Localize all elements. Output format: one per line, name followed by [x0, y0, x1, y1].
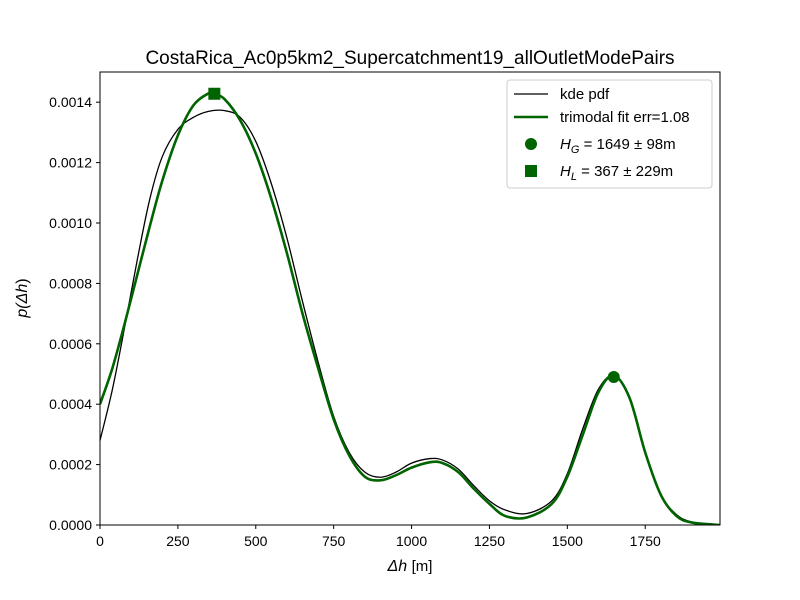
x-axis-label: Δh [m]: [387, 558, 433, 575]
y-tick-label: 0.0000: [49, 517, 92, 533]
y-tick-label: 0.0008: [49, 275, 92, 291]
legend: kde pdf trimodal fit err=1.08 HG = 1649 …: [506, 79, 713, 189]
marker-hl-square: [208, 87, 221, 100]
y-tick-label: 0.0006: [49, 336, 92, 352]
x-tick-label: 1000: [396, 533, 427, 549]
chart-title: CostaRica_Ac0p5km2_Supercatchment19_allO…: [145, 48, 674, 69]
plot-lines: [100, 90, 720, 525]
legend-marker-square: [525, 165, 537, 177]
legend-label-kde: kde pdf: [560, 86, 610, 103]
legend-label-hl: HL = 367 ± 229m: [560, 163, 673, 183]
series-line-trimodal-fit: [100, 90, 720, 525]
y-tick-label: 0.0010: [49, 215, 92, 231]
legend-marker-circle: [525, 138, 537, 150]
legend-label-fit: trimodal fit err=1.08: [560, 109, 690, 126]
marker-hg-circle: [607, 371, 620, 384]
x-tick-label: 250: [166, 533, 190, 549]
x-tick-label: 1750: [630, 533, 661, 549]
y-axis-label: p(Δh): [14, 278, 31, 318]
y-tick-label: 0.0012: [49, 155, 92, 171]
plot-markers: [208, 87, 620, 384]
y-tick-label: 0.0004: [49, 396, 92, 412]
plot-frame: [99, 71, 721, 526]
x-tick-label: 1500: [552, 533, 583, 549]
x-axis-ticks: 0 250 500 750 1000 1250 1500 1750: [96, 525, 661, 549]
legend-label-hg: HG = 1649 ± 98m: [560, 136, 676, 156]
legend-box: [506, 79, 713, 189]
y-axis-ticks: 0.0000 0.0002 0.0004 0.0006 0.0008 0.0010 0.00…: [49, 94, 100, 533]
x-tick-label: 500: [244, 533, 268, 549]
y-tick-label: 0.0002: [49, 457, 92, 473]
x-tick-label: 0: [96, 533, 104, 549]
x-tick-label: 1250: [474, 533, 505, 549]
y-tick-label: 0.0014: [49, 94, 92, 110]
x-tick-label: 750: [322, 533, 346, 549]
